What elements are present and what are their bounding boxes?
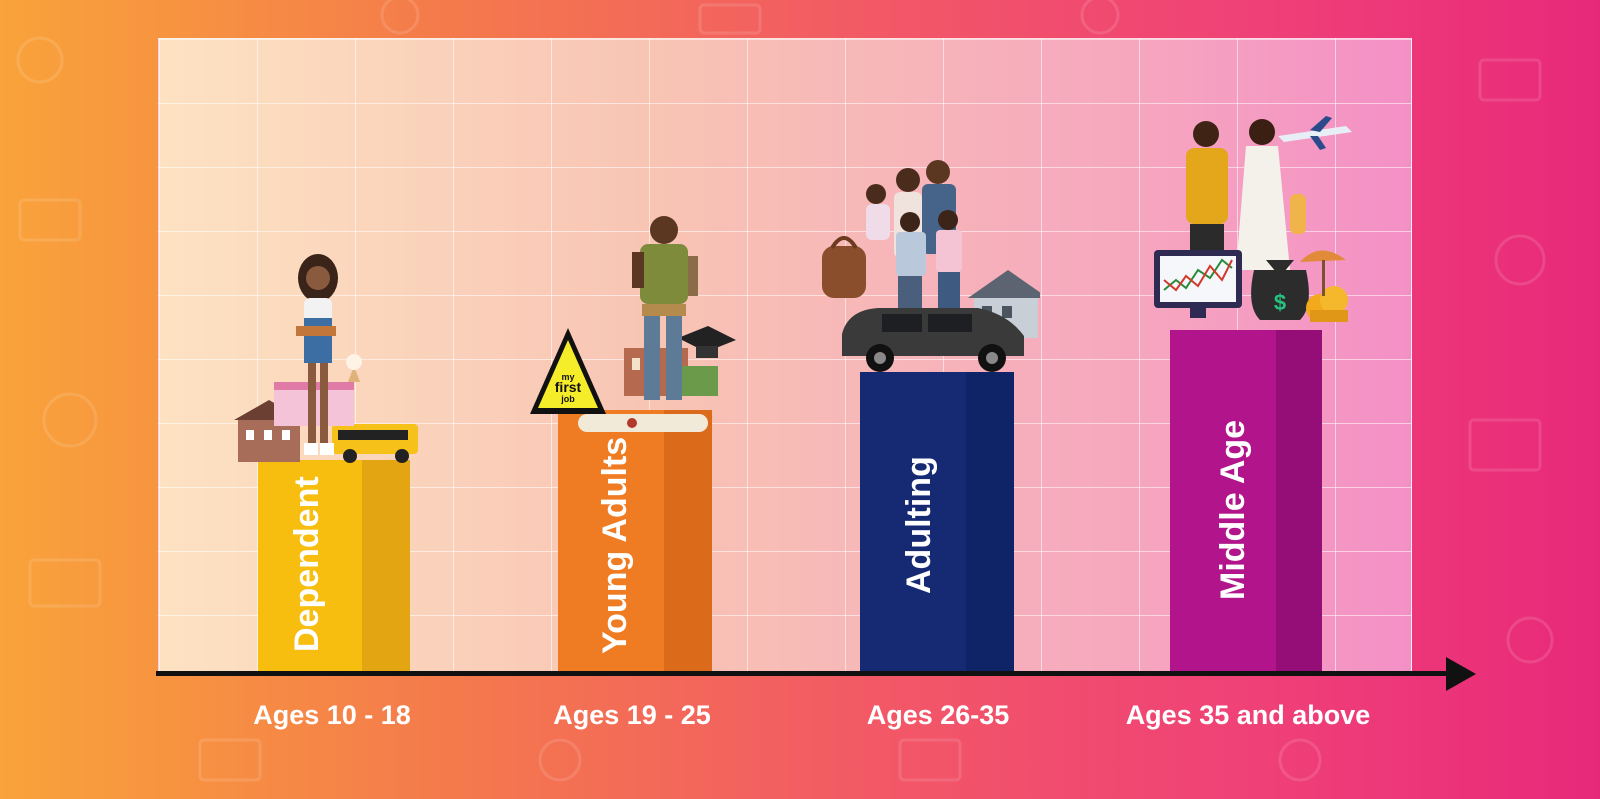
graduation-cap-icon: [678, 326, 736, 358]
diploma-icon: [578, 414, 708, 432]
bar-front: [258, 460, 362, 672]
family-figure: [866, 160, 962, 310]
svg-text:$: $: [1274, 290, 1286, 315]
couple-figure: [1186, 119, 1306, 270]
my-first-job-sign: my first job: [530, 328, 606, 414]
young-man-figure: [632, 216, 698, 400]
bar-side: [1276, 330, 1322, 672]
timeline-axis: [156, 671, 1452, 676]
bar-front: [860, 372, 966, 672]
girl-figure: [296, 254, 338, 455]
bar-dependent: Dependent: [258, 460, 410, 672]
sign-line2: first: [555, 379, 582, 395]
bar-young-adults: Young Adults: [558, 410, 712, 672]
ice-cream-icon: [274, 354, 362, 426]
stock-chart-icon: [1154, 250, 1242, 318]
stage-label-adulting: Adulting: [900, 456, 938, 594]
money-bag-icon: $: [1251, 260, 1309, 320]
age-label-26-35: Ages 26-35: [866, 700, 1010, 730]
bar-side: [966, 372, 1014, 672]
stage-label-middle-age: Middle Age: [1214, 419, 1252, 600]
scene-young-adults: my first job: [530, 216, 736, 432]
scene-dependent: [234, 254, 418, 463]
age-label-35-above: Ages 35 and above: [1125, 700, 1371, 730]
coins-icon: [1306, 286, 1348, 322]
stage-label-dependent: Dependent: [288, 476, 326, 652]
scene-middle-age: $: [1154, 116, 1352, 322]
bar-side: [664, 410, 712, 672]
minivan-icon: [842, 308, 1024, 372]
age-label-10-18: Ages 10 - 18: [253, 700, 411, 730]
bar-middle-age: Middle Age: [1170, 330, 1322, 672]
bar-front: [558, 410, 664, 672]
stage-label-young-adults: Young Adults: [596, 436, 634, 654]
scene-adulting: [822, 160, 1040, 372]
arrow-right-icon: [1446, 657, 1476, 691]
bar-front: [1170, 330, 1276, 672]
sign-line3: job: [560, 394, 575, 404]
school-bus-icon: [332, 424, 418, 463]
airplane-icon: [1278, 116, 1352, 150]
age-label-19-25: Ages 19 - 25: [553, 700, 711, 730]
sign-line1: my: [561, 372, 574, 382]
handbag-icon: [822, 236, 866, 298]
beach-umbrella-icon: [1300, 250, 1346, 296]
bar-side: [362, 460, 410, 672]
bar-adulting: Adulting: [860, 372, 1014, 672]
